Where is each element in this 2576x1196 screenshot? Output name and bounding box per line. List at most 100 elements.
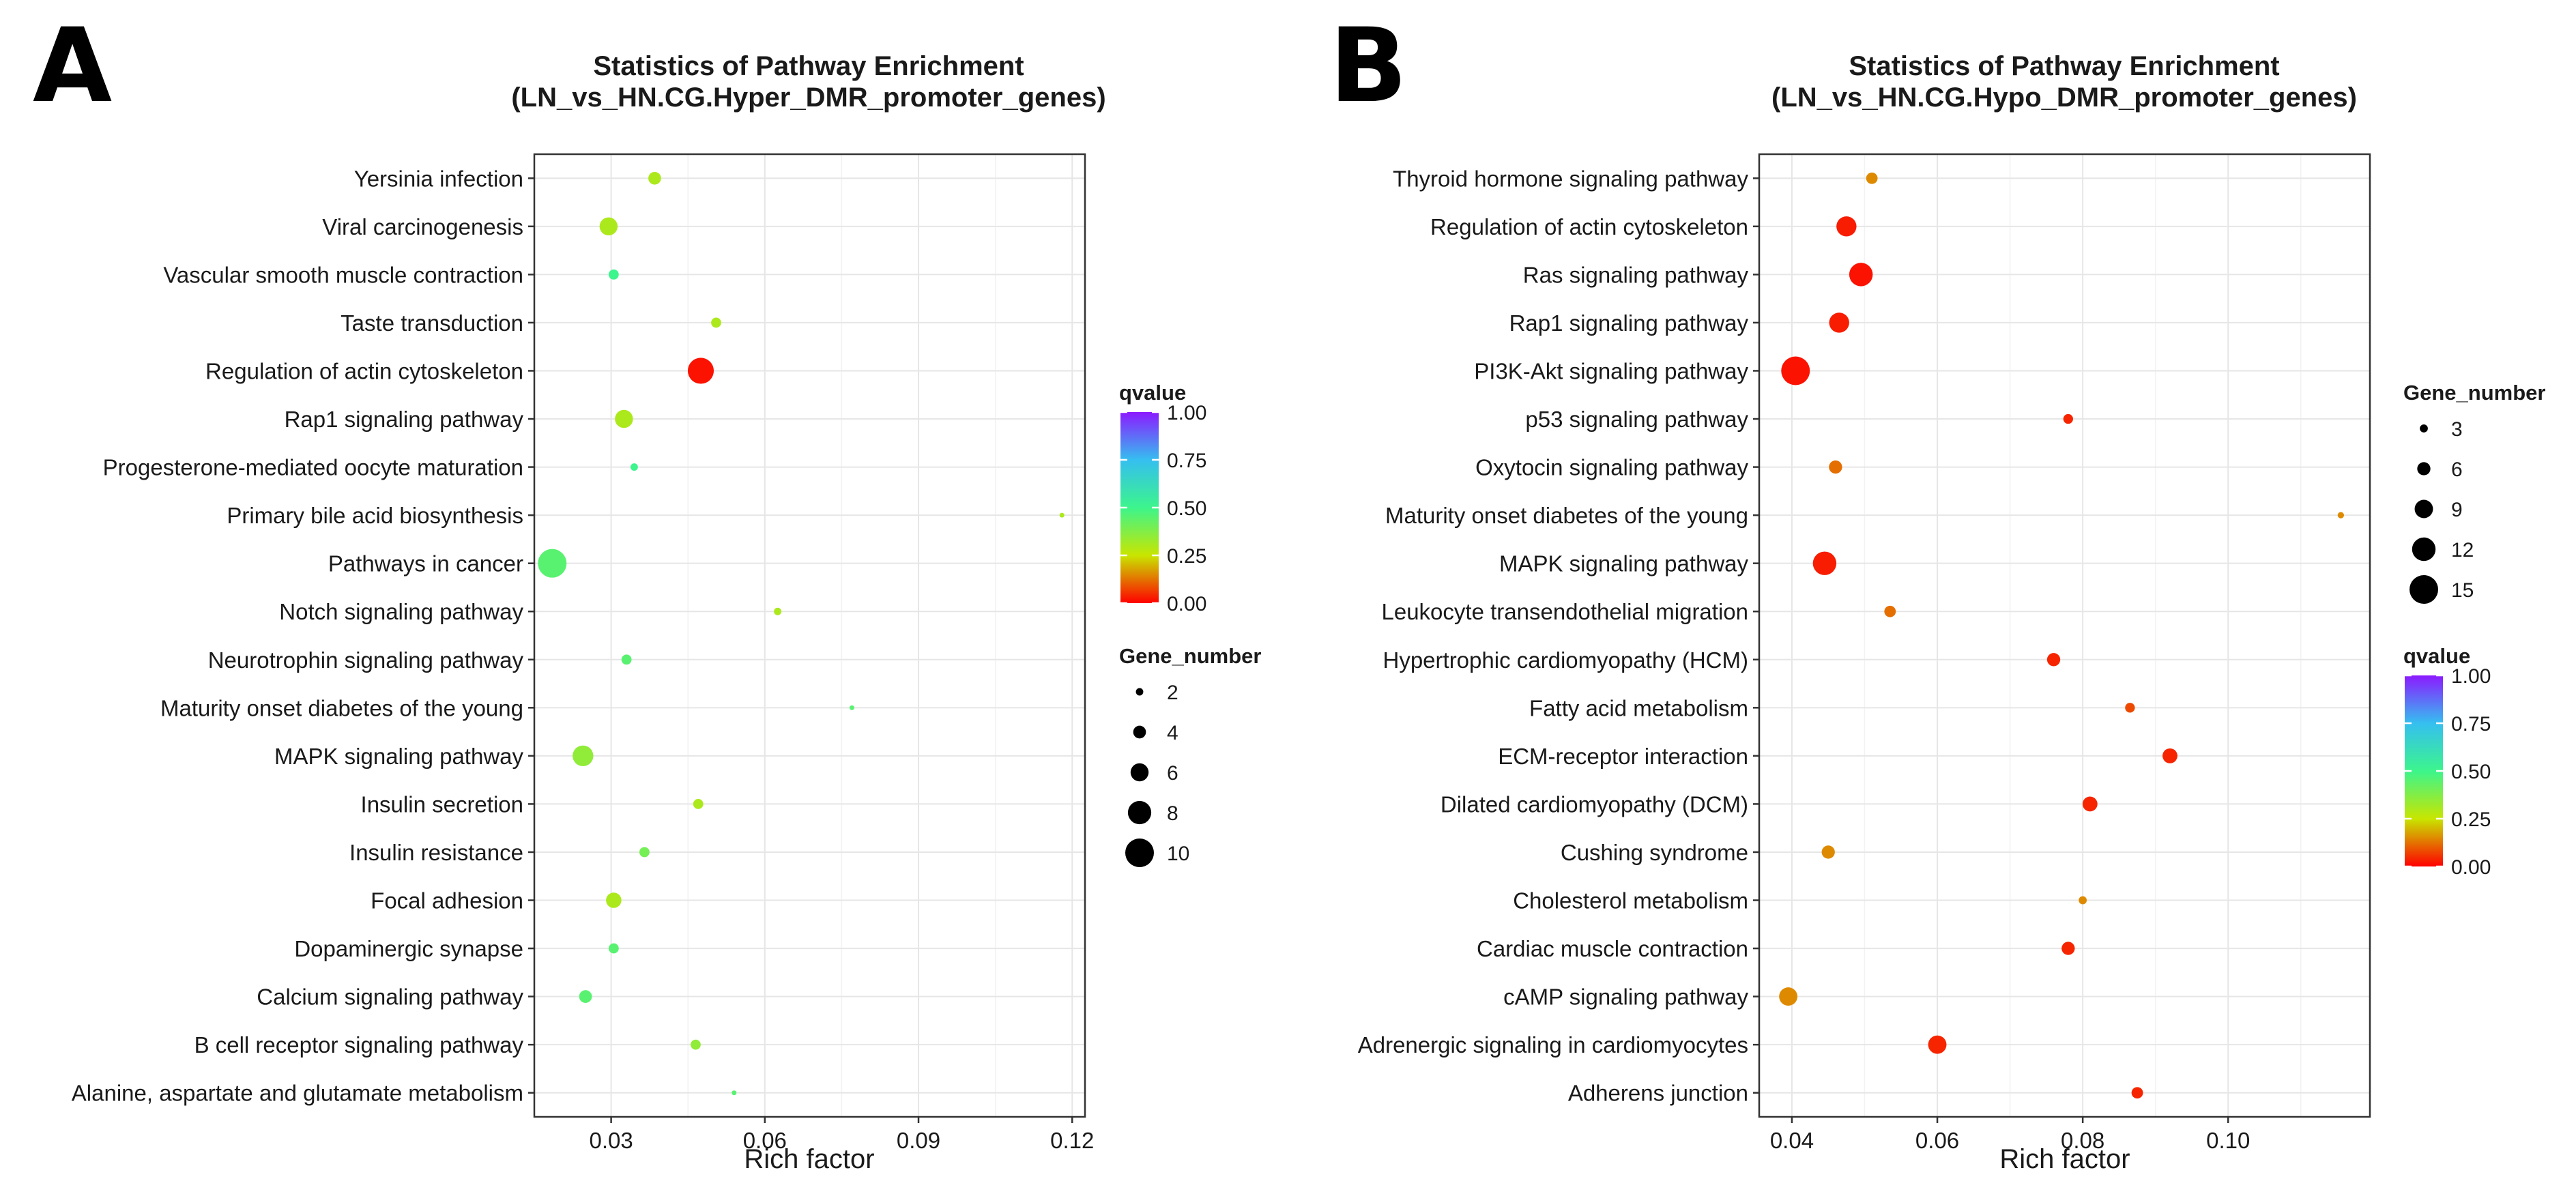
panel-b-data-point: [1884, 605, 1896, 617]
panel-a-category-label: Insulin resistance: [349, 840, 523, 865]
panel-b-data-point: [2079, 896, 2087, 905]
panel-a-plot-area: [534, 154, 1085, 1117]
panel-b-category-label: Fatty acid metabolism: [1529, 695, 1748, 720]
panel-a-plot-border: [533, 153, 1086, 1118]
panel-a-gene-number-legend-label: 8: [1167, 802, 1178, 825]
panel-b-size-legend-key: [2409, 575, 2438, 604]
panel-a-qvalue-legend-label: 1.00: [1167, 402, 1206, 424]
panel-b-data-point: [1849, 263, 1873, 287]
panel-a-letter: A: [33, 7, 112, 126]
panel-b-category-label: ECM-receptor interaction: [1498, 744, 1748, 769]
panel-a-size-legend-key: [1133, 725, 1146, 739]
panel-b-gene-number-legend-label: 9: [2451, 499, 2463, 521]
panel-a-data-point: [1059, 512, 1065, 518]
panel-a-plot: Yersinia infection Viral carcinogenesis Va…: [72, 153, 1094, 1153]
panel-b-category-label: Regulation of actin cytoskeleton: [1430, 214, 1748, 239]
panel-b-data-point: [1829, 312, 1849, 333]
panel-a-gene-number-legend-label: 4: [1167, 722, 1178, 744]
panel-a-x-tick-label: 0.12: [1050, 1128, 1094, 1153]
panel-b-data-point: [2082, 796, 2098, 812]
panel-b-category-label: Cardiac muscle contraction: [1477, 936, 1748, 961]
panel-b-gene-number-legend-label: 12: [2451, 539, 2474, 561]
panel-a-category-label: Alanine, aspartate and glutamate metabol…: [72, 1081, 523, 1106]
panel-b-data-point: [2063, 413, 2073, 424]
panel-a-title-line1: Statistics of Pathway Enrichment: [593, 51, 1024, 81]
panel-b-gene-number-legend-title: Gene_number: [2403, 381, 2545, 405]
panel-a-category-label: Vascular smooth muscle contraction: [163, 262, 523, 287]
panel-b-gene-number-legend-label: 6: [2451, 458, 2463, 481]
panel-b-data-point: [1928, 1035, 1947, 1054]
panel-b-data-point: [2162, 748, 2177, 763]
panel-a-category-label: Maturity onset diabetes of the young: [160, 695, 523, 720]
panel-a-size-legend-key: [1135, 688, 1144, 696]
panel-b-qvalue-legend-label: 0.00: [2451, 856, 2491, 879]
panel-b-category-label: Cholesterol metabolism: [1513, 888, 1748, 914]
panel-a-gene-number-legend-label: 2: [1167, 682, 1178, 704]
panel-b-category-label: Adherens junction: [1568, 1081, 1748, 1106]
panel-b-title-line1: Statistics of Pathway Enrichment: [1849, 51, 2279, 81]
panel-a-category-label: Progesterone-mediated oocyte maturation: [103, 455, 523, 480]
panel-b-category-label: Rap1 signaling pathway: [1509, 310, 1749, 336]
panel-b-category-label: cAMP signaling pathway: [1503, 984, 1748, 1010]
panel-a-category-label: Notch signaling pathway: [279, 599, 523, 624]
panel-a-x-tick-label: 0.03: [589, 1128, 633, 1153]
panel-b-plot-area: [1759, 154, 2370, 1117]
panel-b-data-point: [2131, 1087, 2143, 1099]
panel-a-data-point: [630, 463, 638, 471]
panel-a-gene-number-legend-label: 10: [1167, 843, 1189, 865]
panel-a-size-legend-key: [1130, 763, 1149, 782]
panel-b-plot-border: [1758, 153, 2371, 1118]
panel-b-x-tick-label: 0.10: [2206, 1128, 2250, 1153]
panel-a-category-label: Yersinia infection: [354, 166, 523, 191]
panel-a-category-label: Regulation of actin cytoskeleton: [205, 358, 523, 383]
panel-b-category-label: Thyroid hormone signaling pathway: [1393, 166, 1748, 191]
panel-b-category-label: PI3K-Akt signaling pathway: [1474, 358, 1748, 383]
panel-b-data-point: [2337, 512, 2345, 519]
panel-a-title-line2: (LN_vs_HN.CG.Hyper_DMR_promoter_genes): [511, 83, 1105, 113]
panel-a-data-point: [849, 705, 854, 710]
panel-a-qvalue-legend-label: 0.25: [1167, 545, 1206, 568]
panel-b-category-label: MAPK signaling pathway: [1499, 551, 1749, 577]
panel-a-data-point: [639, 847, 650, 858]
panel-a-data-point: [693, 799, 704, 809]
panel-b-size-legend-key: [2420, 424, 2428, 433]
panel-b-letter: B: [1329, 7, 1407, 126]
panel-a-category-label: Taste transduction: [341, 310, 523, 336]
panel-a-qvalue-legend-label: 0.00: [1167, 593, 1206, 615]
panel-a-category-label: Insulin secretion: [361, 791, 523, 817]
panel-b-category-label: Hypertrophic cardiomyopathy (HCM): [1383, 647, 1749, 673]
panel-b-category-label: Oxytocin signaling pathway: [1475, 455, 1748, 480]
panel-a-data-point: [687, 358, 714, 384]
panel-b-data-point: [2125, 703, 2135, 713]
panel-a-gene-number-legend-title: Gene_number: [1119, 644, 1261, 668]
panel-a-data-point: [538, 549, 567, 578]
panel-a-data-point: [648, 171, 661, 185]
panel-b-data-point: [1829, 460, 1842, 474]
panel-b-category-label: Leukocyte transendothelial migration: [1382, 599, 1749, 624]
panel-b-title-line2: (LN_vs_HN.CG.Hypo_DMR_promoter_genes): [1771, 83, 2357, 113]
panel-a-category-label: Pathways in cancer: [328, 551, 523, 577]
panel-a-category-label: MAPK signaling pathway: [274, 744, 524, 769]
panel-a-x-tick-label: 0.06: [743, 1128, 787, 1153]
panel-a-x-axis-title: Rich factor: [744, 1144, 874, 1174]
panel-b-x-tick-label: 0.04: [1770, 1128, 1814, 1153]
panel-a-x-tick-label: 0.09: [897, 1128, 940, 1153]
panel-a-category-label: Viral carcinogenesis: [322, 214, 523, 239]
panel-b-category-label: Adrenergic signaling in cardiomyocytes: [1358, 1032, 1748, 1058]
panel-a-size-legend-key: [1127, 800, 1152, 825]
panel-b-data-point: [1866, 172, 1878, 184]
panel-b-legends: Gene_number qvalue 3 6 9 12 15 1.00 0.75 0.50 0.…: [2403, 381, 2545, 879]
panel-a-category-label: Rap1 signaling pathway: [285, 407, 524, 432]
panel-a-category-label: Focal adhesion: [371, 888, 523, 914]
panel-a-data-point: [579, 990, 592, 1003]
panel-b-data-point: [2046, 653, 2061, 667]
panel-a-category-label: Calcium signaling pathway: [257, 984, 523, 1010]
panel-a-data-point: [732, 1090, 737, 1096]
panel-b-x-tick-label: 0.08: [2061, 1128, 2104, 1153]
panel-b-category-label: Cushing syndrome: [1561, 840, 1748, 865]
panel-a-qvalue-legend-label: 0.75: [1167, 450, 1206, 472]
panel-b-qvalue-legend-label: 0.50: [2451, 761, 2491, 783]
panel-b-qvalue-legend-label: 1.00: [2451, 665, 2491, 688]
panel-b-data-point: [1781, 356, 1810, 385]
